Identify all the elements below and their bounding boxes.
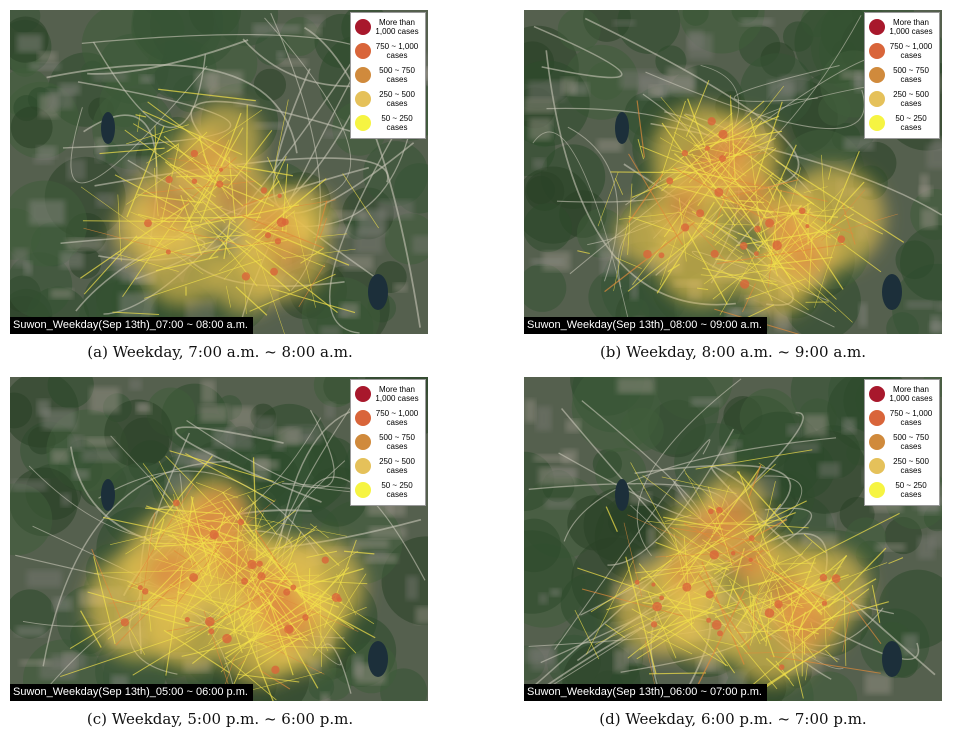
legend-label: 750 ~ 1,000 cases <box>889 409 933 427</box>
legend-a: More than 1,000 cases 750 ~ 1,000 cases … <box>350 12 426 139</box>
legend-swatch <box>355 386 371 402</box>
legend-swatch <box>355 91 371 107</box>
legend-label: 250 ~ 500 cases <box>379 457 415 475</box>
legend-swatch <box>355 482 371 498</box>
map-panel-d: More than 1,000 cases 750 ~ 1,000 cases … <box>524 377 942 701</box>
legend-d: More than 1,000 cases 750 ~ 1,000 cases … <box>864 379 940 506</box>
legend-swatch <box>869 67 885 83</box>
legend-item: 500 ~ 750 cases <box>353 63 423 87</box>
legend-swatch <box>355 67 371 83</box>
legend-swatch <box>869 434 885 450</box>
legend-item: 750 ~ 1,000 cases <box>353 39 423 63</box>
caption-a: (a) Weekday, 7:00 a.m. ~ 8:00 a.m. <box>87 343 353 361</box>
legend-item: More than 1,000 cases <box>867 382 937 406</box>
legend-label: 500 ~ 750 cases <box>893 66 929 84</box>
legend-label: 50 ~ 250 cases <box>381 481 413 499</box>
caption-c: (c) Weekday, 5:00 p.m. ~ 6:00 p.m. <box>86 710 354 728</box>
legend-label: More than 1,000 cases <box>889 385 933 403</box>
legend-label: 250 ~ 500 cases <box>379 90 415 108</box>
legend-label: 250 ~ 500 cases <box>893 90 929 108</box>
legend-label: More than 1,000 cases <box>375 18 419 36</box>
map-title: Suwon_Weekday(Sep 13th)_07:00 ~ 08:00 a.… <box>10 317 253 334</box>
legend-swatch <box>355 458 371 474</box>
caption-d: (d) Weekday, 6:00 p.m. ~ 7:00 p.m. <box>599 710 867 728</box>
legend-item: More than 1,000 cases <box>353 382 423 406</box>
legend-item: 250 ~ 500 cases <box>867 87 937 111</box>
legend-item: 750 ~ 1,000 cases <box>353 406 423 430</box>
legend-item: 50 ~ 250 cases <box>867 111 937 135</box>
legend-item: 250 ~ 500 cases <box>867 454 937 478</box>
legend-b: More than 1,000 cases 750 ~ 1,000 cases … <box>864 12 940 139</box>
map-title: Suwon_Weekday(Sep 13th)_05:00 ~ 06:00 p.… <box>10 684 253 701</box>
legend-swatch <box>869 43 885 59</box>
legend-label: 750 ~ 1,000 cases <box>375 409 419 427</box>
legend-swatch <box>355 410 371 426</box>
legend-label: 50 ~ 250 cases <box>381 114 413 132</box>
legend-item: 50 ~ 250 cases <box>353 111 423 135</box>
legend-item: 750 ~ 1,000 cases <box>867 406 937 430</box>
legend-swatch <box>355 43 371 59</box>
legend-c: More than 1,000 cases 750 ~ 1,000 cases … <box>350 379 426 506</box>
legend-item: 750 ~ 1,000 cases <box>867 39 937 63</box>
map-panel-c: More than 1,000 cases 750 ~ 1,000 cases … <box>10 377 428 701</box>
legend-item: 500 ~ 750 cases <box>867 63 937 87</box>
legend-label: 500 ~ 750 cases <box>379 433 415 451</box>
legend-swatch <box>355 115 371 131</box>
legend-label: 750 ~ 1,000 cases <box>889 42 933 60</box>
legend-swatch <box>869 458 885 474</box>
map-panel-b: More than 1,000 cases 750 ~ 1,000 cases … <box>524 10 942 334</box>
legend-item: 500 ~ 750 cases <box>353 430 423 454</box>
legend-item: More than 1,000 cases <box>353 15 423 39</box>
legend-item: 50 ~ 250 cases <box>353 478 423 502</box>
legend-item: 50 ~ 250 cases <box>867 478 937 502</box>
satellite-map-c <box>10 377 428 701</box>
legend-label: 250 ~ 500 cases <box>893 457 929 475</box>
map-panel-a: More than 1,000 cases 750 ~ 1,000 cases … <box>10 10 428 334</box>
legend-swatch <box>355 434 371 450</box>
legend-swatch <box>869 91 885 107</box>
legend-swatch <box>869 386 885 402</box>
legend-item: 250 ~ 500 cases <box>353 454 423 478</box>
legend-swatch <box>869 115 885 131</box>
legend-label: More than 1,000 cases <box>889 18 933 36</box>
legend-label: 500 ~ 750 cases <box>893 433 929 451</box>
caption-b: (b) Weekday, 8:00 a.m. ~ 9:00 a.m. <box>599 343 867 361</box>
satellite-map-b <box>524 10 942 334</box>
legend-swatch <box>869 410 885 426</box>
legend-swatch <box>869 482 885 498</box>
legend-label: More than 1,000 cases <box>375 385 419 403</box>
legend-item: More than 1,000 cases <box>867 15 937 39</box>
legend-label: 500 ~ 750 cases <box>379 66 415 84</box>
legend-label: 50 ~ 250 cases <box>895 114 927 132</box>
legend-swatch <box>869 19 885 35</box>
map-title: Suwon_Weekday(Sep 13th)_06:00 ~ 07:00 p.… <box>524 684 767 701</box>
legend-label: 50 ~ 250 cases <box>895 481 927 499</box>
legend-item: 500 ~ 750 cases <box>867 430 937 454</box>
map-title: Suwon_Weekday(Sep 13th)_08:00 ~ 09:00 a.… <box>524 317 767 334</box>
legend-label: 750 ~ 1,000 cases <box>375 42 419 60</box>
legend-item: 250 ~ 500 cases <box>353 87 423 111</box>
legend-swatch <box>355 19 371 35</box>
